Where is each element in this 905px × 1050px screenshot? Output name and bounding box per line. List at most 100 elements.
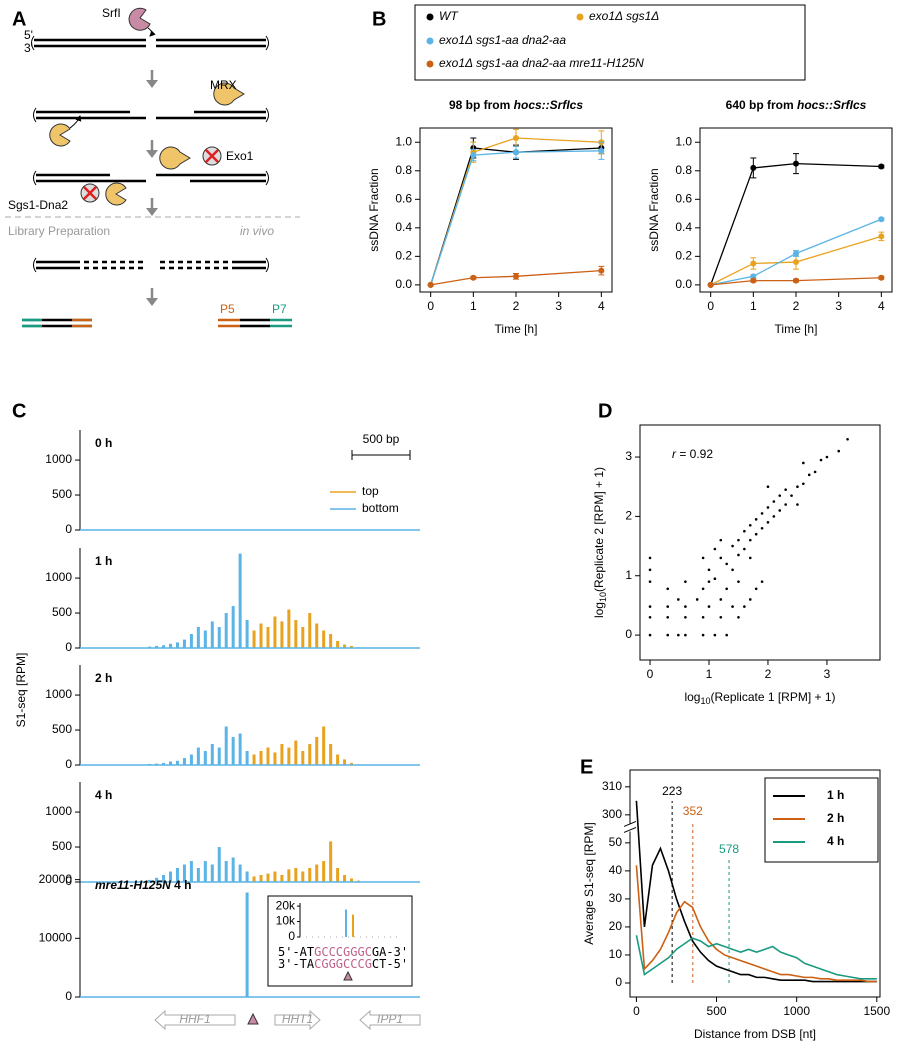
- track-label: 1 h: [95, 554, 112, 568]
- signal-bar: [350, 645, 354, 648]
- y-tick-label: 30: [609, 891, 623, 905]
- series-line: [635, 865, 877, 983]
- y-tick-label: 500: [52, 839, 72, 853]
- data-point: [427, 281, 434, 288]
- y-axis-label: ssDNA Fraction: [367, 168, 381, 251]
- data-point: [707, 281, 714, 288]
- track-label: 2 h: [95, 671, 112, 685]
- signal-bar: [343, 759, 347, 765]
- scatter-point: [760, 580, 764, 583]
- scatter-point: [846, 437, 849, 441]
- signal-bar: [155, 877, 159, 882]
- signal-bar: [252, 630, 256, 648]
- scatter-point: [743, 605, 746, 608]
- gene-arrow: [359, 1009, 421, 1031]
- strand-label: 5': [24, 28, 33, 42]
- dna-strand: [34, 38, 266, 270]
- panel-label: B: [372, 8, 386, 30]
- arrow: [69, 115, 82, 129]
- inset-bar: [345, 909, 347, 937]
- signal-bar: [252, 754, 256, 765]
- x-axis-label-part: 10: [700, 696, 710, 706]
- signal-bar: [245, 620, 249, 648]
- chart-title-part: 98 bp from: [449, 98, 514, 112]
- signal-bar: [280, 875, 284, 882]
- scatter-point: [719, 556, 723, 560]
- signal-bar: [155, 645, 159, 648]
- scatter-point: [701, 615, 705, 619]
- signal-bar: [294, 740, 298, 765]
- scatter-point: [784, 503, 787, 506]
- panel-label: A: [12, 8, 26, 30]
- x-tick-label: 3: [555, 299, 562, 313]
- scatter-point: [648, 615, 652, 619]
- scatter-point: [725, 633, 728, 637]
- x-tick-label: 3: [824, 667, 831, 681]
- dna-end: [31, 35, 269, 273]
- legend-label: bottom: [362, 501, 399, 515]
- signal-bar: [259, 623, 263, 648]
- enzyme: [105, 182, 127, 206]
- y-tick-label: 0: [65, 989, 72, 1003]
- marker-label: 352: [683, 804, 703, 818]
- y-axis-label: S1-seq [RPM]: [14, 653, 28, 728]
- signal-bar: [280, 744, 284, 765]
- data-point: [793, 250, 799, 257]
- signal-bar: [266, 747, 270, 765]
- signal-bar: [217, 847, 221, 882]
- signal-bar: [238, 864, 242, 882]
- series-line: [710, 162, 882, 286]
- signal-bar: [350, 762, 354, 765]
- data-point: [470, 274, 477, 281]
- signal-bar: [287, 747, 291, 765]
- signal-bar: [315, 623, 319, 648]
- cross: [205, 149, 219, 163]
- x-axis-label-part: log: [684, 690, 700, 704]
- fragment: [42, 318, 270, 328]
- data-point: [878, 163, 885, 170]
- series-line: [430, 269, 602, 286]
- inset-box: [267, 895, 413, 987]
- x-tick-label: 1000: [783, 1004, 810, 1018]
- enzyme-label: Sgs1-Dna2: [8, 198, 68, 212]
- legend-swatch: [576, 13, 584, 21]
- signal-bar: [329, 744, 333, 765]
- signal-bar: [287, 609, 291, 648]
- axis-break: [624, 823, 636, 832]
- chart-title: 640 bp from hocs::SrfIcs: [726, 98, 867, 112]
- y-tick-label: 0: [65, 757, 72, 771]
- legend-label: WT: [439, 9, 459, 23]
- signal-bar: [322, 630, 326, 648]
- signal-bar: [231, 606, 235, 648]
- gene-label: IPP1: [377, 1012, 403, 1026]
- scatter-point: [666, 615, 670, 619]
- y-tick-label: 20: [609, 919, 623, 933]
- series-line: [635, 935, 877, 980]
- scatter-point: [684, 633, 687, 637]
- sequence: 5'-ATGCCCGGGCGA-3': [278, 945, 408, 959]
- scatter-point: [648, 605, 652, 608]
- scatter-point: [707, 568, 711, 572]
- y-tick-label: 0.8: [675, 163, 692, 177]
- scatter-point: [677, 598, 680, 601]
- y-tick-label: 50: [609, 835, 623, 849]
- signal-bar: [238, 553, 242, 648]
- annotation-part: r: [672, 447, 677, 461]
- data-point: [598, 267, 605, 274]
- signal-bar: [343, 875, 347, 882]
- scatter-point: [813, 470, 817, 474]
- signal-bar: [148, 879, 152, 882]
- x-axis-label: Time [h]: [495, 322, 538, 336]
- scatter-point: [666, 605, 670, 608]
- y-tick-label: 1000: [45, 452, 72, 466]
- signal-bar: [224, 726, 228, 765]
- x-tick-label: 0: [427, 299, 434, 313]
- scatter-point: [743, 529, 746, 533]
- y-axis-label: Average S1-seq [RPM]: [582, 822, 596, 945]
- scatter-point: [701, 587, 705, 591]
- enzyme-label: Exo1: [226, 149, 254, 163]
- data-point: [750, 277, 757, 284]
- signal-bar: [203, 861, 207, 882]
- y-axis-label-part: log: [592, 602, 606, 618]
- adapter-label: P7: [272, 302, 287, 316]
